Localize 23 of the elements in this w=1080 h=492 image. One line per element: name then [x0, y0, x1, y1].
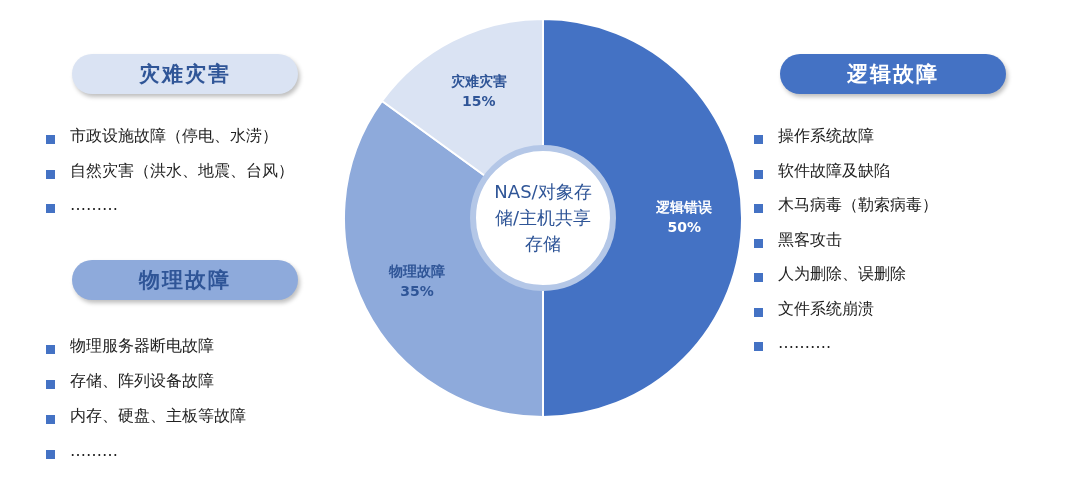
- slice-label: 灾难灾害: [450, 72, 507, 89]
- text: 木马病毒（勒索病毒）: [778, 195, 938, 216]
- text: 自然灾害（洪水、地震、台风）: [70, 160, 294, 182]
- text: 物理故障: [72, 260, 298, 300]
- text: 黑客攻击: [778, 229, 842, 251]
- text: ………: [70, 195, 118, 214]
- text: 文件系统崩溃: [778, 298, 874, 320]
- text: 人为删除、误删除: [778, 264, 906, 285]
- text: 物理服务器断电故障: [70, 336, 214, 357]
- data-label: 35%: [400, 282, 434, 299]
- text: 逻辑故障: [780, 54, 1006, 94]
- text: 灾难灾害: [72, 54, 298, 94]
- text: 存储、阵列设备故障: [70, 371, 214, 392]
- text: 内存、硬盘、主板等故障: [70, 406, 246, 427]
- text: ……….: [778, 333, 832, 352]
- text: 软件故障及缺陷: [778, 160, 890, 182]
- text: ………: [70, 441, 118, 460]
- slice-label: 物理故障: [388, 262, 446, 279]
- data-label: 50%: [667, 218, 702, 235]
- text: 操作系统故障: [778, 126, 874, 147]
- text: 市政设施故障（停电、水涝）: [70, 126, 278, 147]
- slice-label: 逻辑错误: [655, 198, 714, 215]
- data-label: 15%: [462, 92, 496, 109]
